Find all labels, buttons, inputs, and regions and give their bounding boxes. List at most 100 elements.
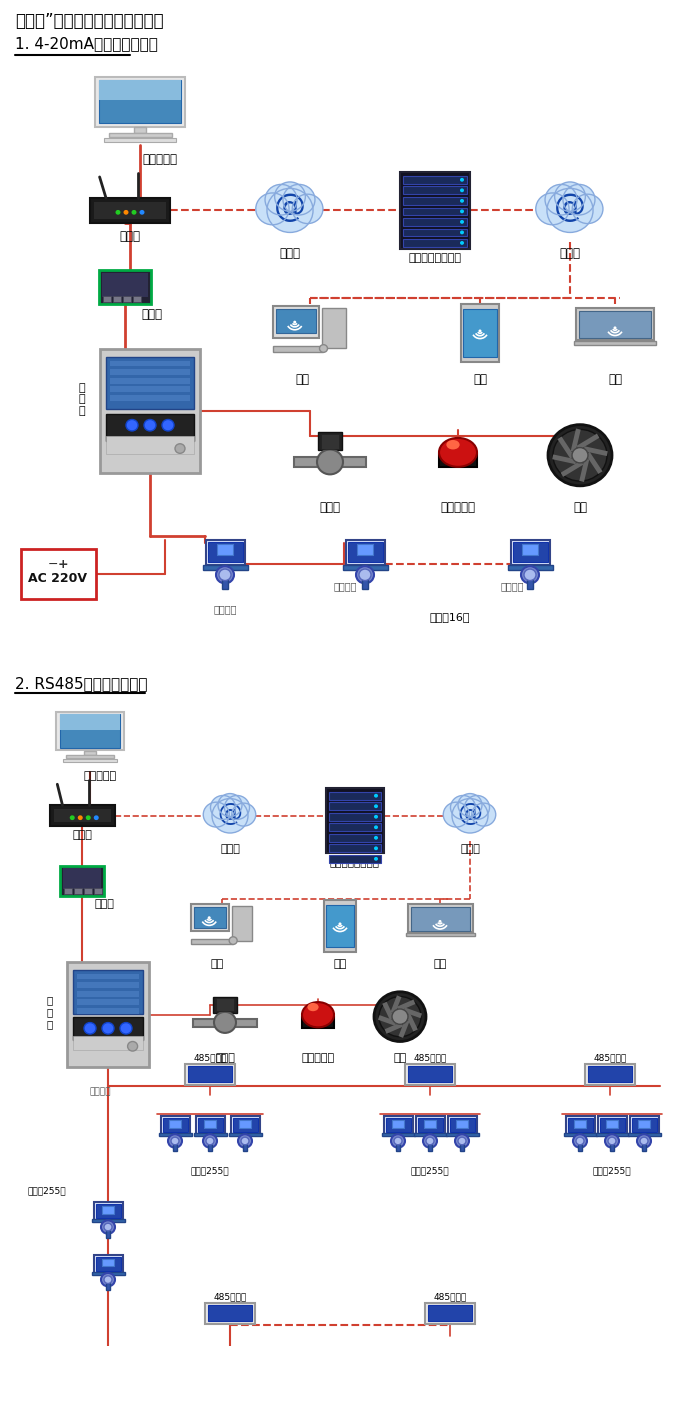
Bar — [403, 239, 467, 246]
Circle shape — [613, 326, 617, 329]
Circle shape — [451, 795, 475, 819]
Circle shape — [460, 189, 464, 193]
Text: 手机: 手机 — [473, 373, 487, 386]
Circle shape — [226, 1379, 234, 1386]
Text: 风机: 风机 — [393, 1052, 407, 1062]
Bar — [92, 1272, 125, 1275]
Circle shape — [446, 1379, 454, 1386]
Circle shape — [267, 189, 313, 232]
Circle shape — [191, 1379, 199, 1386]
Text: 路由器: 路由器 — [120, 229, 141, 242]
Circle shape — [391, 1134, 405, 1148]
Circle shape — [443, 1375, 457, 1389]
Bar — [194, 906, 226, 927]
Text: 机气猫”系列带显示固定式检测仪: 机气猫”系列带显示固定式检测仪 — [15, 13, 164, 31]
Bar — [222, 578, 228, 590]
Circle shape — [229, 937, 237, 944]
Bar — [20, 549, 95, 599]
Text: 互联网: 互联网 — [220, 844, 240, 854]
Bar — [193, 1384, 197, 1393]
Bar — [53, 809, 111, 823]
Text: 可连接16个: 可连接16个 — [430, 612, 470, 622]
Text: 安哈尔网络服务器: 安哈尔网络服务器 — [330, 857, 380, 867]
Text: @: @ — [554, 193, 586, 224]
Text: 终端: 终端 — [608, 373, 622, 386]
Circle shape — [162, 419, 174, 431]
Circle shape — [392, 1009, 408, 1024]
Text: 电脑: 电脑 — [211, 960, 223, 969]
Bar — [326, 788, 384, 853]
Bar — [329, 802, 381, 810]
Bar — [357, 545, 373, 554]
Circle shape — [423, 1134, 437, 1148]
Circle shape — [84, 1023, 96, 1034]
Bar — [479, 1361, 491, 1369]
Circle shape — [576, 1137, 584, 1145]
Text: @: @ — [274, 193, 306, 224]
Bar — [161, 1116, 190, 1134]
Circle shape — [214, 1012, 236, 1033]
Bar — [424, 1120, 436, 1127]
Circle shape — [265, 184, 297, 215]
Bar — [233, 1119, 258, 1133]
Bar — [403, 218, 467, 225]
Bar — [434, 1375, 467, 1377]
Circle shape — [225, 795, 249, 819]
Bar — [251, 1358, 280, 1375]
Bar — [77, 974, 139, 979]
Bar — [90, 198, 170, 222]
Bar — [94, 1202, 123, 1220]
Bar — [185, 1064, 235, 1085]
Circle shape — [144, 419, 156, 431]
Bar — [216, 1358, 245, 1375]
Text: 通
讯
线: 通 讯 线 — [78, 383, 85, 415]
Circle shape — [70, 815, 75, 820]
Bar — [386, 1119, 411, 1133]
Bar — [106, 1230, 110, 1238]
Bar — [522, 545, 538, 554]
Bar — [329, 823, 381, 832]
Bar — [208, 1306, 252, 1321]
Circle shape — [356, 566, 374, 584]
Circle shape — [219, 568, 231, 581]
Circle shape — [123, 210, 129, 215]
Bar — [133, 295, 141, 303]
Text: 通
讯
线: 通 讯 线 — [47, 996, 53, 1029]
Bar — [598, 1116, 627, 1134]
Circle shape — [102, 1023, 114, 1034]
Ellipse shape — [302, 1002, 334, 1027]
Circle shape — [374, 857, 378, 861]
Text: 路由器: 路由器 — [72, 830, 92, 840]
Circle shape — [545, 184, 577, 215]
Bar — [183, 1359, 208, 1373]
Circle shape — [460, 241, 464, 245]
Bar — [64, 888, 72, 895]
Circle shape — [208, 916, 211, 919]
Bar — [405, 933, 475, 936]
Text: 互联网: 互联网 — [279, 246, 300, 260]
Circle shape — [460, 177, 464, 182]
Bar — [403, 1359, 428, 1373]
Text: 互联网: 互联网 — [559, 246, 580, 260]
Bar — [224, 1361, 236, 1369]
Bar — [576, 308, 654, 340]
Circle shape — [283, 184, 315, 215]
Bar — [263, 1384, 267, 1393]
Bar — [439, 454, 477, 467]
Circle shape — [426, 1137, 434, 1145]
Text: 风机: 风机 — [573, 501, 587, 514]
Bar — [610, 1144, 614, 1151]
Circle shape — [374, 992, 426, 1041]
Text: 2. RS485信号连接系统图: 2. RS485信号连接系统图 — [15, 677, 148, 691]
Bar — [588, 1067, 632, 1082]
Bar — [585, 1064, 635, 1085]
Text: 声光报警器: 声光报警器 — [440, 501, 475, 514]
Bar — [473, 1359, 498, 1373]
Bar — [329, 855, 381, 862]
Bar — [403, 176, 467, 184]
Bar — [418, 1119, 443, 1133]
Bar — [110, 369, 190, 374]
Circle shape — [238, 1134, 252, 1148]
Bar — [123, 295, 131, 303]
Bar — [94, 1255, 123, 1273]
